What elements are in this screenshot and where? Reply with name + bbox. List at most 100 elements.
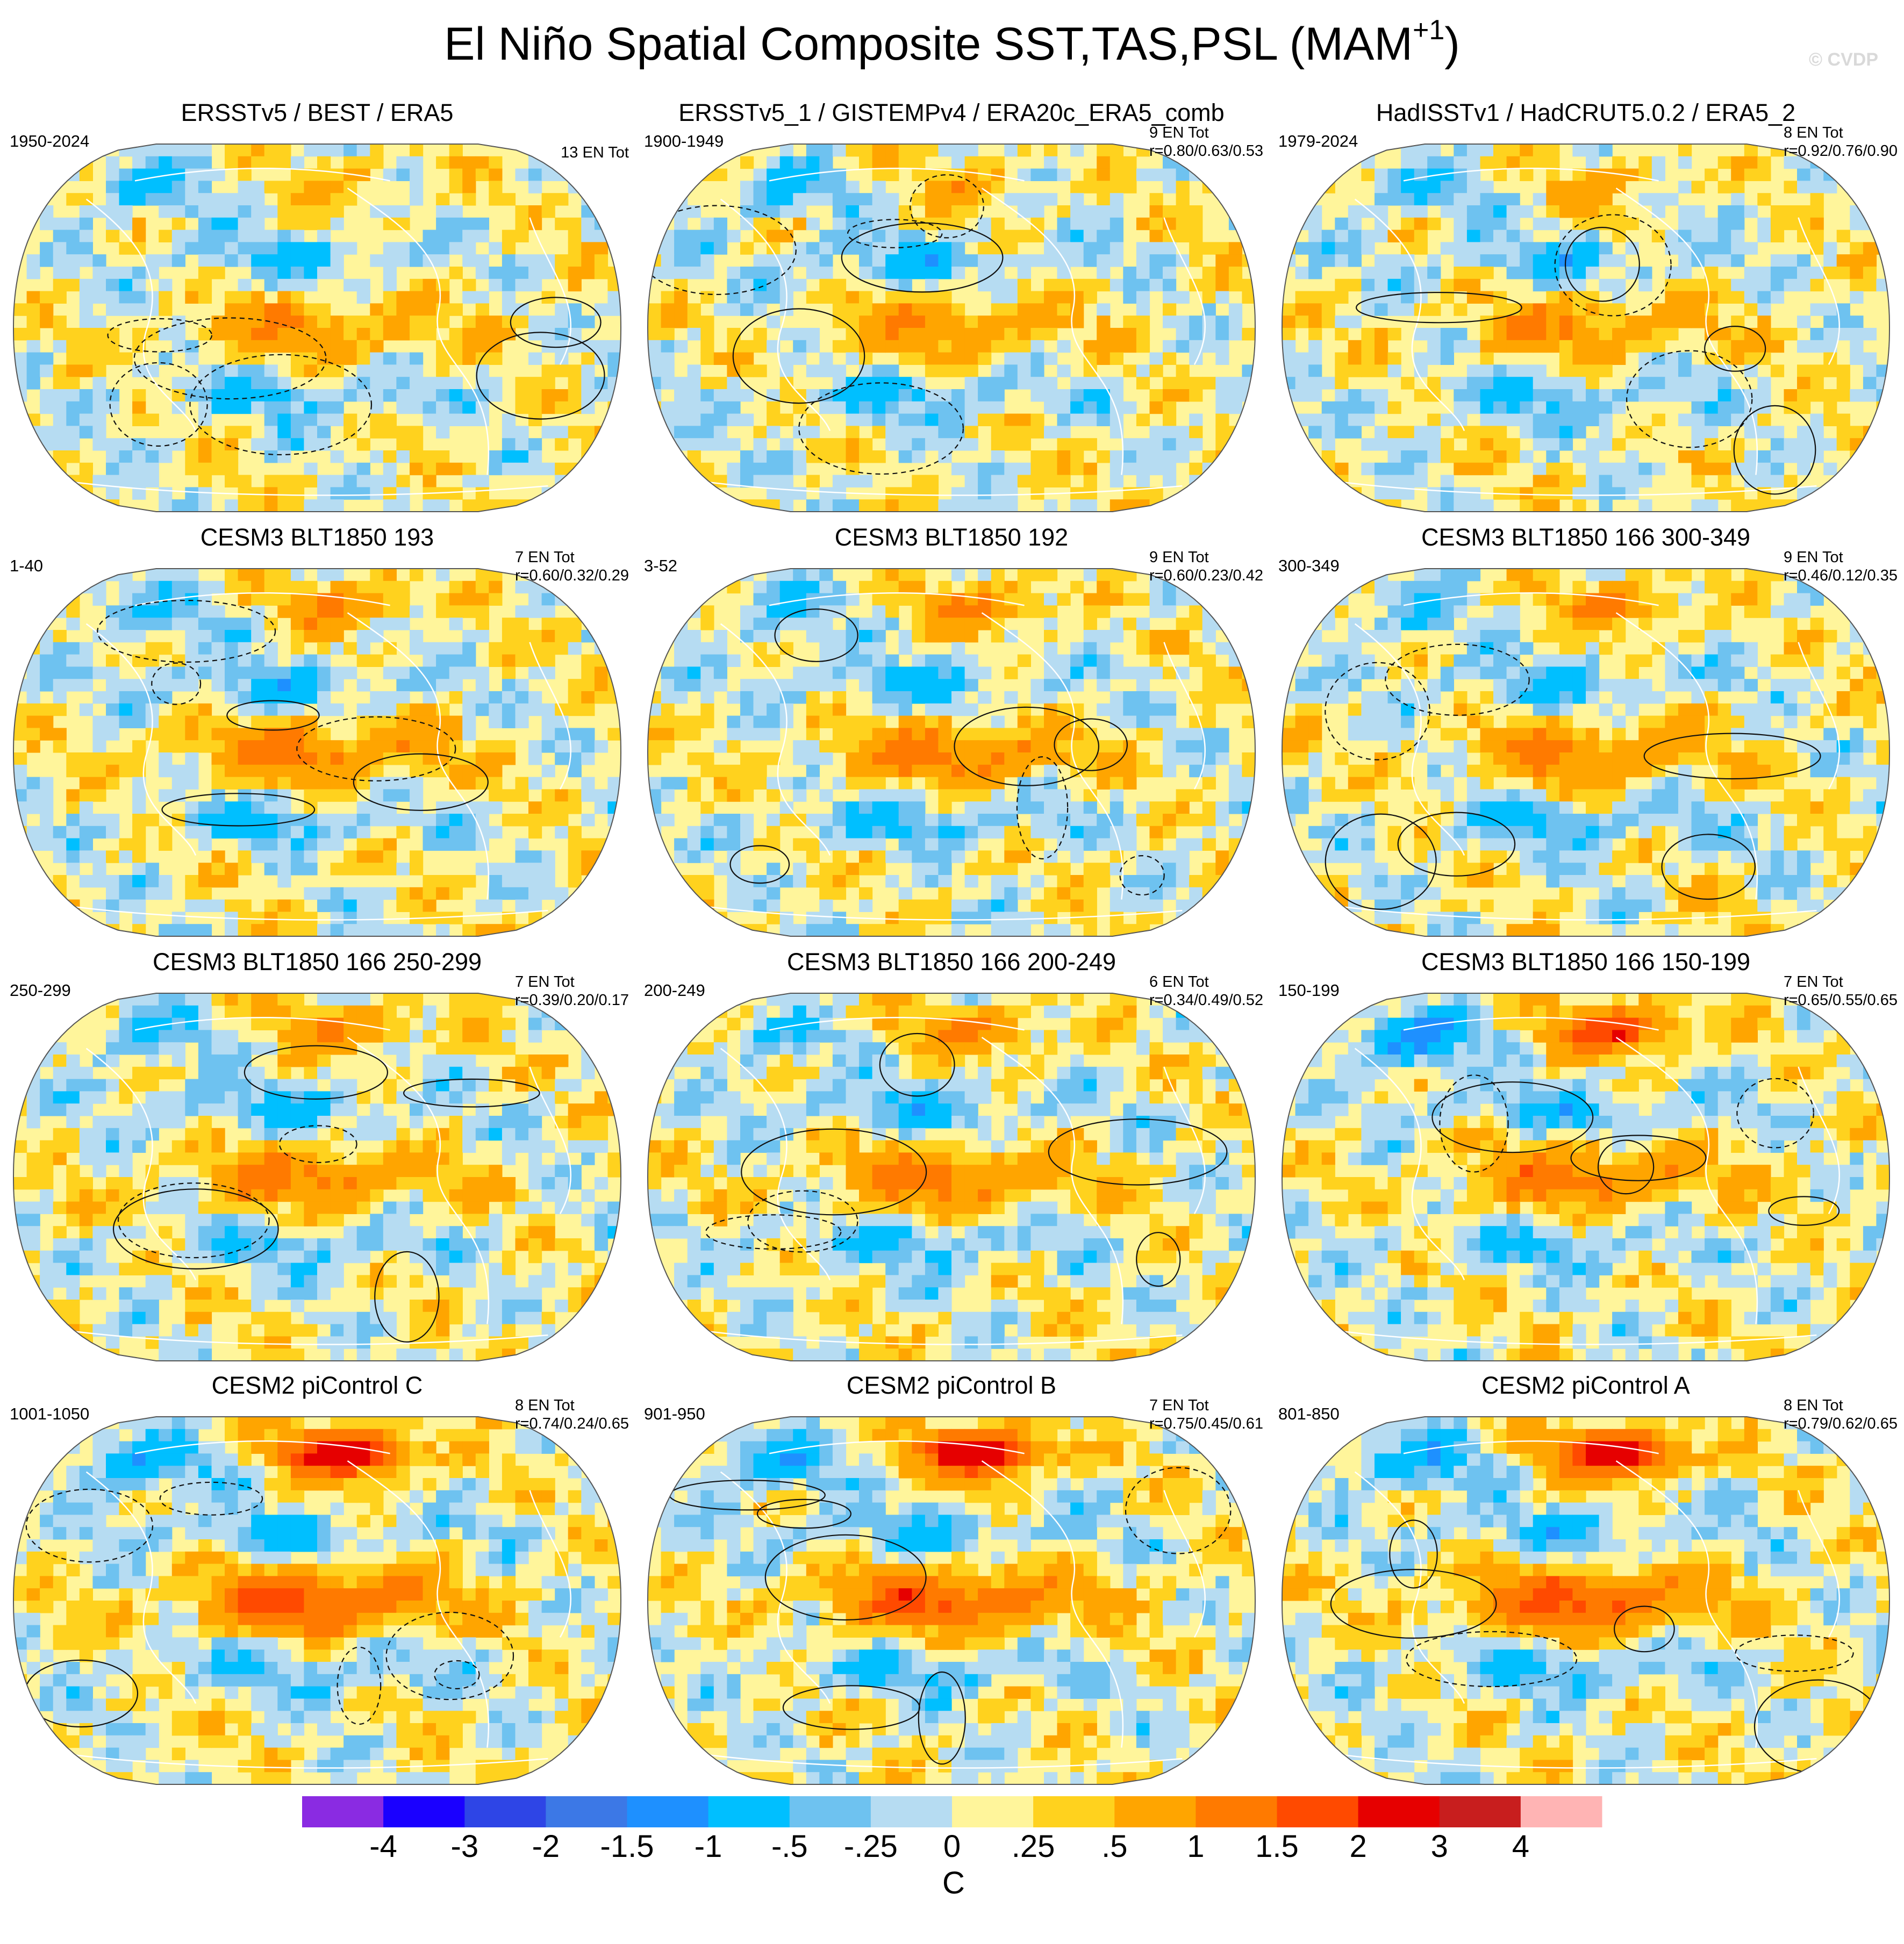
field-cell [1004,377,1018,390]
field-cell [1520,229,1534,242]
field-cell [912,715,926,728]
field-cell [951,205,965,218]
field-cell [925,679,939,692]
field-cell [938,703,952,716]
field-cell [964,580,978,594]
field-cell [264,181,278,193]
field-cell [846,593,860,606]
field-cell [383,740,397,753]
coastline [1163,217,1206,365]
field-cell [1757,315,1771,328]
field-cell [264,205,278,218]
field-cell [1572,413,1586,426]
field-cell [779,475,793,487]
field-cell [462,229,476,242]
field-cell [1163,740,1177,753]
field-cell [304,850,318,863]
field-cell [793,401,807,414]
field-cell [767,703,781,716]
field-cell [238,777,252,790]
field-cell [1533,156,1547,169]
field-cell [1163,630,1177,643]
field-cell [1744,267,1758,279]
field-cell [264,328,278,341]
field-cell [1136,377,1150,390]
field-cell [290,630,305,643]
field-cell [330,679,344,692]
field-cell [1665,352,1679,365]
field-cell [1308,328,1322,341]
field-cell [846,462,860,476]
field-cell [991,740,1005,753]
field-cell [898,666,912,679]
field-cell [1097,303,1111,316]
field-cell [251,826,265,839]
field-cell [502,654,516,667]
field-cell [1744,340,1758,353]
field-cell [727,654,741,667]
field-cell [1493,426,1507,439]
field-cell [277,605,291,618]
field-cell [159,642,173,655]
field-cell [1823,413,1837,426]
field-cell [1414,144,1428,157]
field-cell [1493,389,1507,402]
field-cell [674,715,688,728]
field-cell [541,630,555,643]
psl-contour [226,700,320,731]
field-cell [423,315,436,328]
field-cell [330,242,344,255]
field-cell [185,642,199,655]
field-cell [410,728,424,741]
field-cell [991,303,1005,316]
field-cell [541,887,555,900]
field-cell [1506,401,1520,414]
field-cell [1744,168,1758,181]
field-cell [462,630,476,643]
field-cell [26,315,40,328]
psl-contour [107,318,213,353]
field-cell [489,642,503,655]
field-cell [859,715,873,728]
field-cell [541,267,555,279]
field-cell [1599,352,1613,365]
field-cell [225,580,239,594]
field-cell [832,703,847,716]
field-cell [290,229,305,242]
field-cell [1691,315,1705,328]
field-cell [1638,340,1652,353]
field-cell [806,569,820,582]
field-cell [1454,499,1468,512]
field-cell [238,899,252,912]
field-cell [410,899,424,912]
field-cell [1691,401,1705,414]
field-cell [1414,278,1428,292]
field-cell [793,618,807,630]
field-cell [912,654,926,667]
field-cell [502,703,516,716]
field-cell [343,580,357,594]
field-cell [238,691,252,704]
field-cell [581,377,595,390]
field-cell [964,364,978,377]
field-cell [1705,499,1719,512]
field-cell [779,328,793,341]
field-cell [1784,389,1798,402]
field-cell [713,303,727,316]
field-cell [1387,254,1401,267]
field-cell [661,267,675,279]
field-cell [1599,499,1613,512]
field-cell [925,205,939,218]
field-cell [1083,278,1097,292]
field-cell [343,352,357,365]
field-cell [1784,181,1798,193]
field-cell [1520,499,1534,512]
field-cell [1546,450,1560,463]
field-cell [1083,462,1097,476]
field-cell [1493,340,1507,353]
field-cell [515,654,529,667]
field-cell [1097,413,1111,426]
field-cell [1705,267,1719,279]
field-cell [356,580,370,594]
field-cell [555,217,569,231]
